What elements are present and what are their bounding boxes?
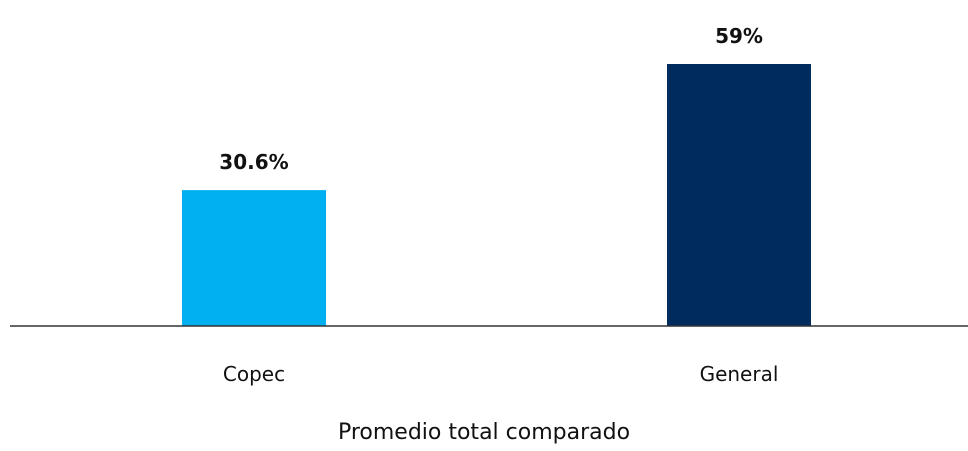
tick-label-general: General (700, 362, 779, 386)
labels-layer: 30.6% Copec 59% General (219, 24, 778, 386)
x-axis-title: Promedio total comparado (338, 420, 630, 445)
data-label-copec: 30.6% (219, 150, 288, 174)
tick-label-copec: Copec (223, 362, 285, 386)
bar-copec (182, 190, 326, 326)
bar-general (667, 64, 811, 326)
data-label-general: 59% (715, 24, 763, 48)
bars-layer (182, 64, 811, 326)
